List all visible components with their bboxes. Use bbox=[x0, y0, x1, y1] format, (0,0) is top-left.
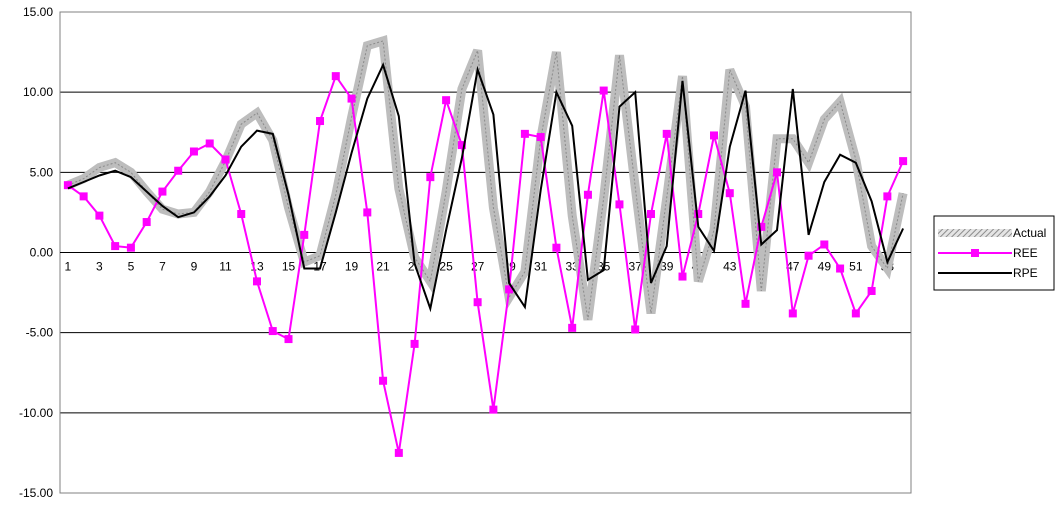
series-ree-point bbox=[631, 325, 640, 334]
x-axis-tick-labels: 1 3 5 7 9 11 13 15 17 19 21 23 25 27 29 31 33 35 37 39 41 43 4… bbox=[65, 260, 895, 274]
series-ree-point bbox=[410, 339, 419, 348]
series-ree-point bbox=[300, 230, 309, 239]
series-ree-point bbox=[741, 299, 750, 308]
series-ree-point bbox=[237, 210, 246, 219]
x-tick-label: 39 bbox=[660, 260, 674, 274]
x-tick-label: 19 bbox=[345, 260, 359, 274]
series-ree-point bbox=[568, 323, 577, 332]
series-ree-point bbox=[174, 166, 183, 175]
y-tick-label: -10.00 bbox=[19, 406, 53, 420]
x-tick-label: 9 bbox=[191, 260, 198, 274]
series-ree-point bbox=[142, 218, 151, 227]
series-ree-point bbox=[694, 210, 703, 219]
series-layer bbox=[63, 35, 908, 457]
series-ree-point bbox=[536, 133, 545, 142]
legend-swatch-actual bbox=[938, 229, 1012, 237]
series-ree-point bbox=[505, 285, 514, 294]
legend-label-actual: Actual bbox=[1013, 226, 1046, 240]
x-tick-label: 21 bbox=[376, 260, 390, 274]
series-ree-point bbox=[757, 222, 766, 231]
series-ree-point bbox=[804, 251, 813, 260]
series-ree-point bbox=[252, 277, 261, 286]
series-ree-point bbox=[725, 189, 734, 198]
series-ree-point bbox=[95, 211, 104, 220]
y-tick-label: 0.00 bbox=[30, 246, 54, 260]
series-ree-point bbox=[189, 147, 198, 156]
series-ree-point bbox=[205, 139, 214, 148]
series-ree-point bbox=[442, 96, 451, 105]
x-tick-label: 49 bbox=[818, 260, 832, 274]
x-tick-label: 7 bbox=[159, 260, 166, 274]
series-ree-point bbox=[836, 264, 845, 273]
series-ree-point bbox=[867, 286, 876, 295]
series-ree-point bbox=[126, 243, 135, 252]
series-ree-point bbox=[221, 155, 230, 164]
y-tick-label: 15.00 bbox=[23, 5, 53, 19]
x-tick-label: 25 bbox=[439, 260, 453, 274]
x-tick-label: 47 bbox=[786, 260, 800, 274]
series-ree-point bbox=[583, 190, 592, 199]
series-ree-point bbox=[820, 240, 829, 249]
series-rpe-line bbox=[67, 62, 905, 313]
x-tick-label: 51 bbox=[849, 260, 863, 274]
series-ree-point bbox=[599, 86, 608, 95]
x-tick-label: 43 bbox=[723, 260, 737, 274]
series-ree-point bbox=[851, 309, 860, 318]
series-ree-point bbox=[331, 72, 340, 81]
y-tick-label: -15.00 bbox=[19, 486, 53, 500]
x-tick-label: 5 bbox=[128, 260, 135, 274]
series-ree-point bbox=[473, 298, 482, 307]
series-ree-point bbox=[615, 200, 624, 209]
series-ree-point bbox=[158, 187, 167, 196]
series-ree-point bbox=[883, 192, 892, 201]
series-actual-hatch bbox=[67, 40, 904, 320]
x-tick-label: 3 bbox=[96, 260, 103, 274]
legend-label-ree: REE bbox=[1013, 246, 1038, 260]
series-ree-point bbox=[379, 376, 388, 385]
series-ree-point bbox=[773, 168, 782, 177]
y-axis-tick-labels: 15.00 10.00 5.00 0.00 -5.00 -10.00 -15.00 bbox=[19, 5, 53, 500]
series-ree-point bbox=[489, 405, 498, 414]
series-ree-point bbox=[788, 309, 797, 318]
y-tick-label: 5.00 bbox=[30, 165, 54, 179]
series-ree-point bbox=[710, 131, 719, 140]
series-ree-point bbox=[284, 335, 293, 344]
series-ree-point bbox=[899, 157, 908, 166]
series-ree-point bbox=[678, 272, 687, 281]
series-ree-point bbox=[268, 327, 277, 336]
series-ree-point bbox=[111, 242, 120, 251]
series-ree-point bbox=[79, 192, 88, 201]
x-tick-label: 37 bbox=[629, 260, 643, 274]
legend: Actual REE RPE bbox=[933, 215, 1055, 291]
series-ree-point bbox=[394, 448, 403, 457]
x-tick-label: 11 bbox=[219, 260, 232, 274]
series-ree-point bbox=[552, 243, 561, 252]
series-ree-point bbox=[363, 208, 372, 217]
x-tick-label: 15 bbox=[282, 260, 296, 274]
legend-marker-ree bbox=[971, 249, 979, 257]
series-ree-point bbox=[662, 129, 671, 138]
y-tick-label: -5.00 bbox=[26, 326, 54, 340]
series-ree-point bbox=[316, 117, 325, 126]
x-tick-label: 1 bbox=[65, 260, 72, 274]
x-tick-label: 31 bbox=[534, 260, 548, 274]
series-ree-point bbox=[63, 181, 72, 190]
legend-label-rpe: RPE bbox=[1013, 266, 1038, 280]
series-ree-point bbox=[520, 129, 529, 138]
y-tick-label: 10.00 bbox=[23, 85, 53, 99]
series-ree-point bbox=[646, 210, 655, 219]
series-ree-point bbox=[347, 94, 356, 103]
series-ree-point bbox=[426, 173, 435, 182]
series-ree-point bbox=[457, 141, 466, 150]
